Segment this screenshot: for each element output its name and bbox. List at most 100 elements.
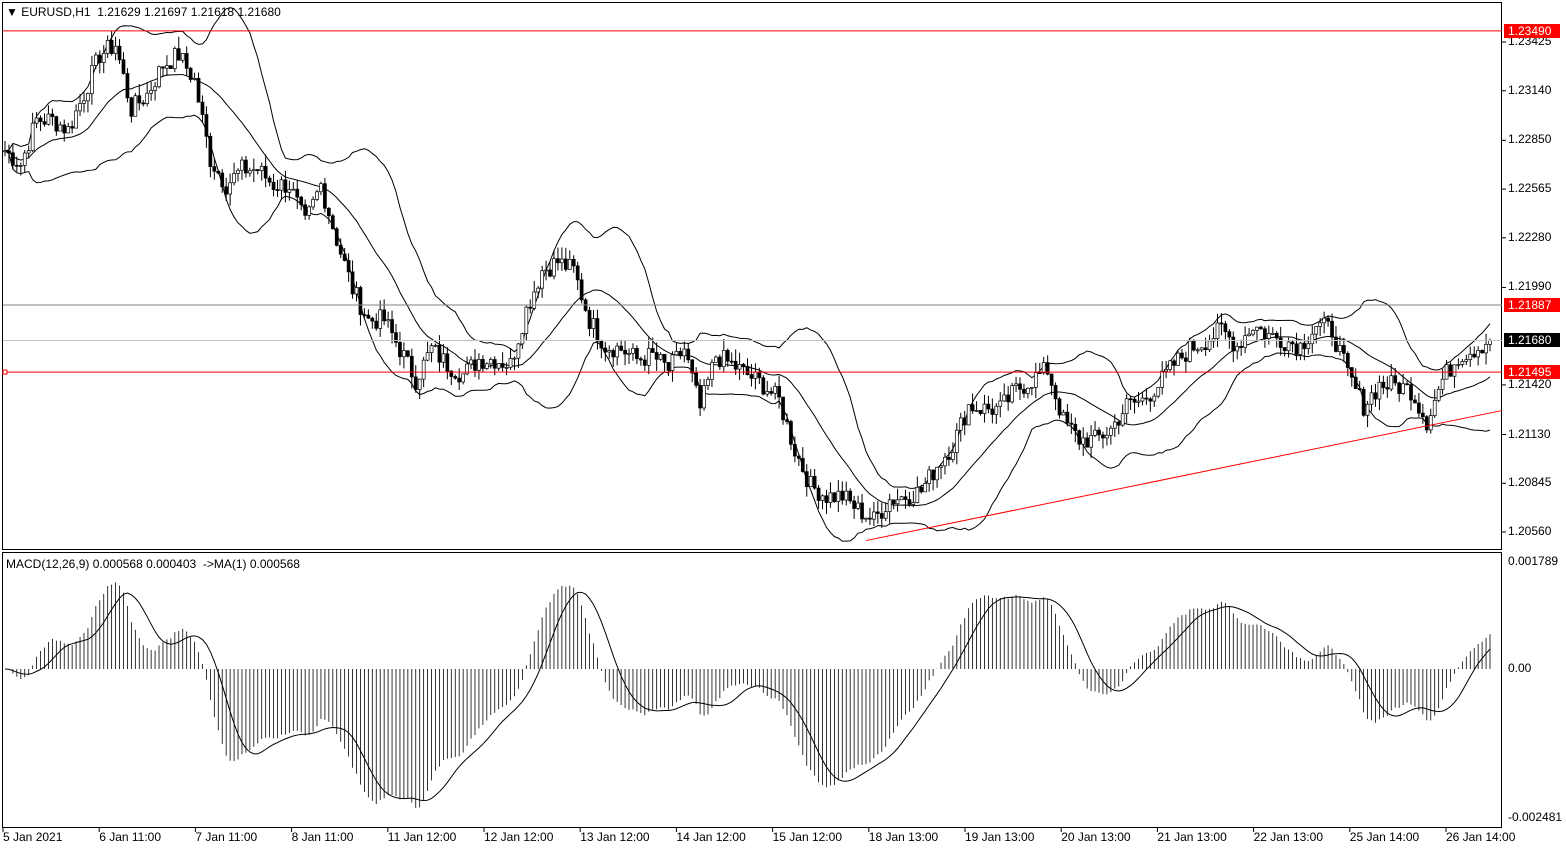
candle-body	[1330, 320, 1334, 338]
candle-body	[157, 66, 161, 88]
macd-panel[interactable]	[2, 552, 1502, 828]
candle-body	[291, 188, 296, 191]
x-tick-label: 13 Jan 12:00	[580, 830, 650, 844]
candle-body	[662, 353, 667, 363]
candle-body	[133, 95, 138, 117]
candle-body	[808, 476, 813, 488]
candle-body	[1116, 421, 1121, 426]
candle-body	[382, 309, 386, 322]
candle-body	[631, 348, 635, 354]
candle-body	[868, 517, 872, 520]
candle-body	[1219, 322, 1224, 325]
candle-body	[240, 159, 244, 171]
candle-body	[378, 309, 383, 329]
candle-body	[473, 359, 477, 371]
candle-body	[947, 456, 951, 460]
price-chart[interactable]	[2, 2, 1502, 550]
candle-body	[259, 165, 264, 172]
candle-body	[998, 400, 1003, 407]
candle-body	[425, 352, 430, 361]
candle-body	[1022, 388, 1026, 394]
candle-body	[1227, 331, 1232, 338]
candle-body	[1472, 353, 1477, 358]
candle-body	[319, 183, 323, 193]
candle-body	[571, 259, 576, 267]
candle-body	[1112, 421, 1117, 429]
candle-body	[299, 196, 304, 206]
candle-body	[836, 490, 841, 502]
candle-body	[66, 126, 71, 134]
candle-body	[804, 471, 809, 488]
candle-body	[903, 496, 908, 500]
macd-ma: ->MA(1) 0.000568	[202, 557, 300, 571]
candle-body	[42, 121, 47, 125]
x-tick-label: 7 Jan 11:00	[195, 830, 258, 844]
level-handle	[2, 369, 8, 375]
candle-body	[895, 499, 900, 505]
candle-body	[1037, 372, 1042, 374]
candle-body	[236, 169, 240, 174]
candle-body	[1306, 343, 1311, 350]
candle-body	[465, 363, 469, 375]
candle-body	[1243, 335, 1247, 348]
candle-body	[832, 492, 837, 502]
candle-body	[666, 362, 671, 371]
candle-body	[899, 496, 904, 501]
candle-body	[587, 310, 592, 329]
y-tick-label: 1.22565	[1508, 181, 1552, 196]
candle-body	[1338, 345, 1342, 352]
candle-body	[1255, 326, 1259, 331]
candle-body	[283, 179, 288, 193]
candle-body	[642, 359, 647, 366]
candle-body	[323, 183, 327, 209]
candle-body	[765, 391, 770, 395]
candle-body	[390, 319, 394, 334]
candle-body	[1286, 341, 1291, 352]
candle-body	[769, 391, 774, 394]
macd-signal-line	[4, 591, 1491, 802]
candle-body	[1357, 388, 1362, 390]
dropdown-triangle-icon[interactable]: ▼	[6, 5, 22, 19]
candle-body	[1476, 350, 1481, 358]
candle-body	[74, 110, 78, 129]
candle-body	[275, 189, 280, 192]
price-tag: 1.21495	[1504, 365, 1560, 380]
candle-body	[1152, 395, 1157, 402]
candle-body	[1109, 427, 1113, 436]
candle-body	[721, 350, 726, 368]
candle-body	[1014, 383, 1018, 386]
candle-body	[82, 100, 86, 104]
candle-body	[3, 150, 7, 153]
candle-body	[216, 170, 221, 174]
candle-body	[528, 306, 533, 309]
candle-body	[1385, 387, 1390, 390]
candle-body	[1132, 398, 1137, 403]
candle-body	[627, 352, 631, 355]
candle-body	[694, 372, 699, 386]
price-tag: 1.21680	[1504, 333, 1560, 348]
candle-body	[93, 54, 98, 66]
candle-body	[30, 122, 35, 152]
candle-body	[860, 502, 864, 520]
candle-body	[1061, 411, 1066, 416]
candle-body	[1278, 337, 1283, 348]
candle-body	[1345, 353, 1350, 368]
candle-body	[398, 342, 402, 358]
candle-body	[856, 502, 860, 509]
candle-body	[1144, 397, 1149, 400]
candle-body	[812, 476, 817, 489]
candle-body	[674, 350, 679, 356]
candle-body	[180, 53, 185, 61]
candle-body	[1326, 317, 1330, 322]
candle-body	[1085, 437, 1090, 448]
candle-body	[500, 363, 505, 368]
candle-body	[1365, 403, 1370, 416]
candle-body	[658, 353, 663, 360]
candle-body	[350, 271, 355, 295]
candle-body	[1353, 376, 1358, 389]
bb-middle-line	[4, 74, 1491, 507]
candle-body	[145, 92, 150, 104]
candle-body	[982, 403, 987, 414]
candle-body	[1488, 340, 1492, 345]
candle-body	[279, 179, 284, 191]
